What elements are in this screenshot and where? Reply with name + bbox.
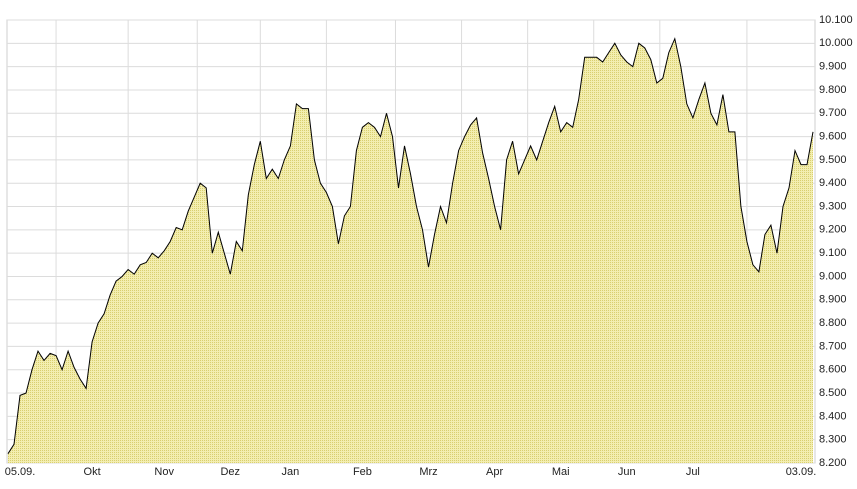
x-tick-label: Okt [84,466,101,478]
y-tick-label: 9.600 [819,130,847,142]
x-tick-label: Apr [486,466,503,478]
x-tick-label: Nov [154,466,174,478]
y-tick-label: 8.200 [819,457,847,469]
x-tick-label: 03.09. [786,466,817,478]
y-tick-label: 10.000 [819,37,853,49]
x-tick-label: Jun [618,466,636,478]
x-tick-label: Jan [281,466,299,478]
x-tick-label: 05.09. [5,466,36,478]
area-line [7,37,814,454]
y-tick-label: 9.500 [819,154,847,166]
x-tick-label: Jul [686,466,700,478]
y-tick-label: 9.100 [819,247,847,259]
x-tick-label: Mrz [419,466,437,478]
y-tick-label: 8.400 [819,410,847,422]
y-tick-label: 9.900 [819,61,847,73]
y-tick-label: 8.600 [819,364,847,376]
y-tick-label: 8.700 [819,340,847,352]
y-tick-label: 8.900 [819,294,847,306]
y-tick-label: 8.300 [819,434,847,446]
y-tick-label: 9.700 [819,107,847,119]
y-tick-label: 9.200 [819,224,847,236]
area-fill [8,38,813,463]
y-tick-label: 9.000 [819,270,847,282]
y-tick-label: 8.800 [819,317,847,329]
y-tick-label: 9.400 [819,177,847,189]
x-tick-label: Dez [220,466,240,478]
y-tick-label: 9.300 [819,200,847,212]
y-tick-label: 9.800 [819,84,847,96]
y-tick-label: 10.100 [819,14,853,26]
y-tick-label: 8.500 [819,387,847,399]
x-tick-label: Feb [353,466,372,478]
x-tick-label: Mai [552,466,570,478]
